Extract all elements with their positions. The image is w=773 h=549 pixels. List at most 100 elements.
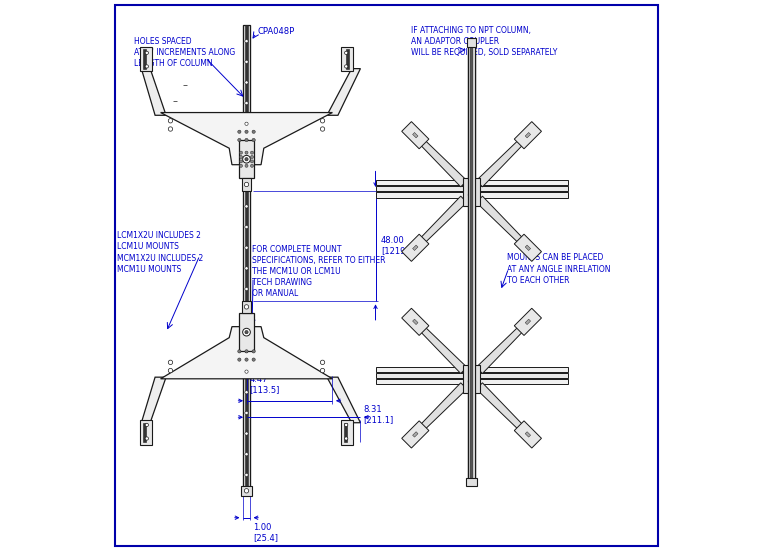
Bar (466, 478, 477, 486)
Polygon shape (141, 377, 166, 423)
Circle shape (169, 127, 172, 131)
Polygon shape (476, 320, 530, 373)
Circle shape (245, 164, 248, 167)
Circle shape (245, 122, 248, 125)
Bar (242, 301, 251, 313)
Text: MOUNTS CAN BE PLACED
AT ANY ANGLE INRELATION
TO EACH OTHER: MOUNTS CAN BE PLACED AT ANY ANGLE INRELA… (507, 254, 611, 284)
Circle shape (320, 127, 325, 131)
Polygon shape (141, 69, 166, 115)
Circle shape (240, 151, 243, 154)
Circle shape (245, 205, 248, 208)
Circle shape (245, 267, 248, 270)
Circle shape (169, 360, 172, 365)
Circle shape (245, 452, 248, 456)
Circle shape (245, 349, 248, 352)
Circle shape (252, 130, 255, 133)
Circle shape (245, 164, 248, 167)
Polygon shape (413, 320, 467, 373)
Polygon shape (514, 421, 541, 448)
Polygon shape (402, 234, 429, 261)
Circle shape (345, 423, 348, 427)
Text: 4.47
[113.5]: 4.47 [113.5] (249, 375, 280, 394)
Polygon shape (413, 383, 467, 436)
Circle shape (245, 432, 248, 435)
Bar (471, 44, 473, 483)
Circle shape (245, 160, 248, 163)
Circle shape (245, 184, 248, 187)
Bar (471, 44, 473, 483)
Circle shape (252, 358, 255, 361)
Circle shape (345, 51, 348, 54)
Circle shape (244, 305, 249, 309)
Circle shape (245, 40, 248, 43)
Circle shape (320, 368, 325, 373)
Polygon shape (476, 383, 530, 436)
Circle shape (245, 81, 248, 84)
Text: HOLES SPACED
AT 1" INCREMENTS ALONG
LENGTH OF COLUMN: HOLES SPACED AT 1" INCREMENTS ALONG LENG… (134, 37, 235, 68)
Circle shape (244, 489, 249, 493)
Circle shape (320, 119, 325, 123)
Text: LCM1X2U INCLUDES 2
LCM1U MOUNTS
MCM1X2U INCLUDES 2
MCM1U MOUNTS: LCM1X2U INCLUDES 2 LCM1U MOUNTS MCM1X2U … (117, 231, 204, 274)
Polygon shape (514, 234, 541, 261)
Polygon shape (525, 432, 530, 437)
Bar (241, 486, 252, 496)
Circle shape (238, 138, 241, 142)
Bar (468, 44, 475, 483)
Polygon shape (514, 122, 541, 149)
Circle shape (238, 358, 241, 361)
Circle shape (245, 155, 248, 159)
Circle shape (169, 368, 172, 373)
Bar (140, 420, 152, 445)
Polygon shape (413, 432, 418, 437)
Bar (140, 47, 152, 71)
Circle shape (252, 138, 255, 142)
Polygon shape (402, 122, 429, 149)
Polygon shape (476, 133, 530, 187)
Circle shape (250, 164, 254, 167)
Polygon shape (525, 132, 530, 138)
Polygon shape (402, 421, 429, 448)
Bar (341, 420, 352, 445)
Circle shape (245, 226, 248, 229)
Bar (143, 423, 146, 442)
Polygon shape (327, 69, 360, 115)
Circle shape (145, 51, 148, 54)
Bar (376, 367, 567, 372)
Bar (243, 25, 250, 491)
Circle shape (145, 65, 148, 68)
Polygon shape (161, 113, 332, 165)
Circle shape (345, 65, 348, 68)
Circle shape (245, 130, 248, 133)
Bar (239, 140, 254, 178)
Bar (463, 178, 480, 206)
Bar (467, 38, 476, 47)
Bar (463, 365, 480, 393)
Circle shape (468, 378, 475, 385)
Text: 1.00
[25.4]: 1.00 [25.4] (253, 523, 278, 542)
Bar (344, 423, 347, 442)
Circle shape (238, 130, 241, 133)
Circle shape (250, 151, 254, 154)
Circle shape (240, 160, 243, 163)
Circle shape (468, 192, 475, 198)
Polygon shape (525, 319, 530, 324)
Circle shape (169, 119, 172, 123)
Bar (376, 192, 567, 198)
Circle shape (245, 330, 248, 334)
Circle shape (245, 102, 248, 105)
Circle shape (245, 151, 248, 154)
Polygon shape (413, 196, 467, 250)
Polygon shape (413, 319, 418, 324)
Circle shape (245, 287, 248, 290)
Polygon shape (402, 309, 429, 335)
Circle shape (245, 329, 248, 332)
Bar (468, 44, 475, 483)
Polygon shape (413, 132, 418, 138)
Circle shape (245, 391, 248, 394)
Circle shape (320, 360, 325, 365)
Circle shape (245, 350, 248, 353)
Circle shape (243, 155, 250, 163)
Bar (376, 180, 567, 186)
Bar (239, 313, 254, 351)
Polygon shape (161, 327, 332, 379)
